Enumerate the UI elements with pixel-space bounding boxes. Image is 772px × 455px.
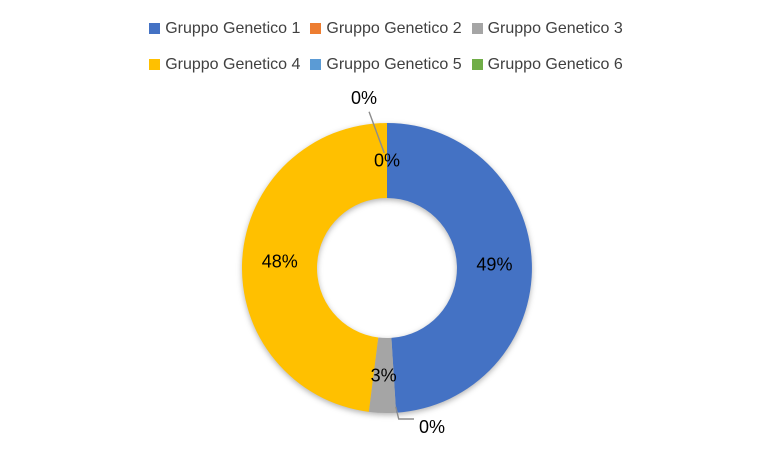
slice-gruppo-genetico-3[interactable]	[368, 337, 397, 413]
slice-gruppo-genetico-1[interactable]	[387, 123, 532, 413]
legend-swatch-icon	[471, 23, 483, 34]
data-label-gruppo-genetico-2: 0%	[419, 417, 445, 437]
data-label-gruppo-genetico-4: 48%	[262, 251, 298, 271]
legend-item-gruppo-genetico-5[interactable]: Gruppo Genetico 5	[310, 53, 462, 76]
legend-swatch-icon	[471, 59, 483, 70]
legend-item-gruppo-genetico-4[interactable]: Gruppo Genetico 4	[149, 53, 300, 76]
legend-swatch-icon	[310, 23, 322, 34]
legend-swatch-icon	[310, 59, 322, 70]
leader-lines	[368, 111, 414, 420]
legend-item-label: Gruppo Genetico 4	[165, 56, 301, 73]
data-label-gruppo-genetico-6: 0%	[351, 88, 377, 108]
legend-item-gruppo-genetico-6[interactable]: Gruppo Genetico 6	[471, 53, 623, 76]
legend-item-label: Gruppo Genetico 1	[165, 20, 301, 37]
doughnut-ring	[241, 122, 532, 413]
legend-item-label: Gruppo Genetico 2	[326, 20, 462, 37]
legend-item-gruppo-genetico-2[interactable]: Gruppo Genetico 2	[310, 17, 462, 40]
leader-line-gruppo-genetico-2	[395, 406, 414, 420]
data-label-gruppo-genetico-5: 0%	[374, 151, 400, 171]
chart-legend: Gruppo Genetico 1 Gruppo Genetico 2 Gruppo…	[0, 17, 772, 76]
slice-gruppo-genetico-4[interactable]	[241, 122, 387, 412]
legend-item-label: Gruppo Genetico 3	[487, 20, 623, 37]
legend-item-gruppo-genetico-1[interactable]: Gruppo Genetico 1	[149, 17, 300, 40]
leader-line-gruppo-genetico-6	[368, 111, 385, 154]
legend-swatch-icon	[149, 23, 161, 34]
data-label-gruppo-genetico-1: 49%	[476, 255, 512, 275]
data-labels: 49% 0% 3% 48% 0% 0%	[262, 88, 513, 437]
legend-row-2: Gruppo Genetico 4 Gruppo Genetico 5 Gruppo…	[149, 53, 623, 76]
data-label-gruppo-genetico-3: 3%	[371, 365, 397, 385]
legend-item-label: Gruppo Genetico 5	[326, 56, 462, 73]
legend-item-label: Gruppo Genetico 6	[487, 56, 623, 73]
legend-item-gruppo-genetico-3[interactable]: Gruppo Genetico 3	[471, 17, 623, 40]
legend-swatch-icon	[149, 59, 161, 70]
legend-row-1: Gruppo Genetico 1 Gruppo Genetico 2 Gruppo…	[149, 17, 623, 40]
